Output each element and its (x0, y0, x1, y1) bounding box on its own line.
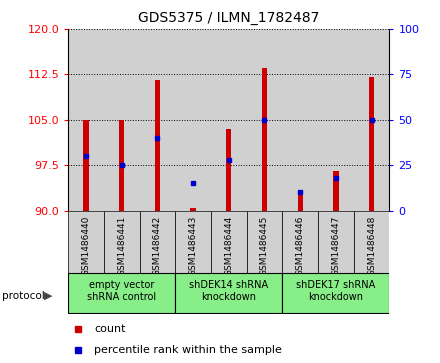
Bar (175, 211, 211, 274)
Text: shDEK14 shRNA
knockdown: shDEK14 shRNA knockdown (189, 280, 268, 302)
Bar (333, 171, 338, 211)
Bar (104, 29, 139, 211)
Text: ▶: ▶ (44, 291, 52, 301)
Text: GSM1486448: GSM1486448 (367, 216, 376, 276)
Bar (68, 273, 175, 313)
Bar (282, 29, 318, 211)
Text: shDEK17 shRNA
knockdown: shDEK17 shRNA knockdown (296, 280, 375, 302)
Bar (211, 29, 247, 211)
Title: GDS5375 / ILMN_1782487: GDS5375 / ILMN_1782487 (138, 11, 319, 25)
Bar (119, 120, 125, 211)
Text: GSM1486445: GSM1486445 (260, 216, 269, 276)
Bar (211, 211, 247, 274)
Text: GSM1486441: GSM1486441 (117, 216, 126, 276)
Text: empty vector
shRNA control: empty vector shRNA control (87, 280, 156, 302)
Bar (297, 195, 303, 211)
Bar (191, 208, 196, 211)
Text: protocol: protocol (2, 291, 45, 301)
Text: GSM1486440: GSM1486440 (81, 216, 91, 276)
Bar (282, 211, 318, 274)
Bar (282, 273, 389, 313)
Text: GSM1486443: GSM1486443 (189, 216, 198, 276)
Bar (247, 29, 282, 211)
Bar (369, 77, 374, 211)
Text: GSM1486447: GSM1486447 (331, 216, 341, 276)
Bar (155, 81, 160, 211)
Text: GSM1486446: GSM1486446 (296, 216, 304, 276)
Bar (83, 120, 89, 211)
Bar (139, 211, 175, 274)
Bar (68, 211, 104, 274)
Bar (68, 29, 104, 211)
Bar (139, 29, 175, 211)
Bar (175, 29, 211, 211)
Bar (104, 211, 139, 274)
Text: count: count (94, 324, 125, 334)
Bar (175, 273, 282, 313)
Text: percentile rank within the sample: percentile rank within the sample (94, 345, 282, 355)
Bar (226, 129, 231, 211)
Bar (318, 211, 354, 274)
Bar (262, 68, 267, 211)
Bar (354, 29, 389, 211)
Bar (318, 29, 354, 211)
Bar (247, 211, 282, 274)
Text: GSM1486444: GSM1486444 (224, 216, 233, 276)
Bar (354, 211, 389, 274)
Text: GSM1486442: GSM1486442 (153, 216, 162, 276)
